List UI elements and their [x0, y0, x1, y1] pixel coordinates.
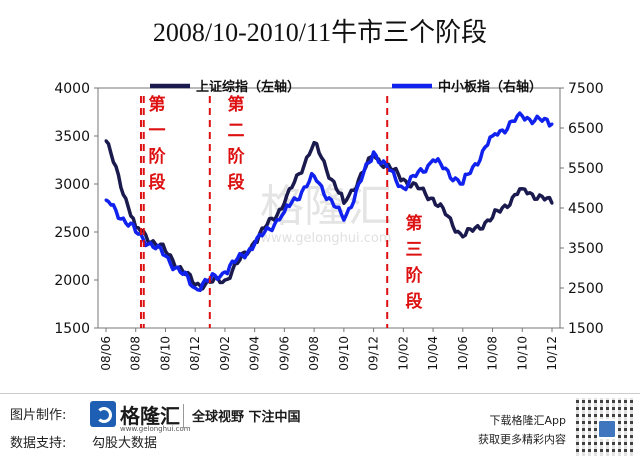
footer: 图片制作: 格隆汇 www.gelonghui.com 全球视野 下注中国 数据…: [0, 393, 640, 460]
right-tick-label: 7500: [568, 81, 604, 97]
left-tick-label: 3000: [54, 177, 90, 193]
right-tick-label: 5500: [568, 161, 604, 177]
phase-1-label: 第: [149, 94, 166, 115]
left-tick-label: 1500: [54, 321, 90, 337]
phase-3-label: 三: [406, 240, 423, 260]
data-source-name: 勾股大数据: [92, 436, 158, 451]
series-1-point: [193, 283, 197, 287]
phase-1-label: 一: [149, 121, 166, 141]
phase-2-label: 阶: [228, 146, 246, 167]
series-line-1: [104, 139, 554, 291]
series-2-point: [431, 158, 435, 162]
x-tick-label: 10/10: [515, 336, 529, 371]
phase-3-label: 阶: [406, 265, 424, 286]
brand-slogan: 全球视野 下注中国: [192, 410, 301, 425]
x-tick-label: 10/12: [545, 336, 559, 371]
watermark-url: www.gelonghui.com: [260, 231, 391, 246]
axes: 1500 2000 2500 3000 3500 4000 1500 2500 3500 4500…: [54, 81, 603, 371]
brand-logo-url: www.gelonghui.com: [120, 425, 191, 433]
x-tick-label: 09/08: [307, 336, 321, 371]
data-source-label: 数据支持:: [10, 436, 67, 451]
title-bar: 2008/10-2010/11牛市三个阶段: [0, 0, 640, 66]
chart-title: 2008/10-2010/11牛市三个阶段: [152, 18, 488, 47]
series-line-2: [105, 111, 554, 293]
series-1-point: [461, 235, 465, 239]
series-1-point: [491, 216, 495, 220]
footer-divider: [183, 404, 184, 428]
series-2-point: [550, 122, 554, 126]
x-tick-label: 08/06: [99, 336, 113, 371]
x-tick-label: 09/06: [277, 336, 291, 371]
series-1-point: [282, 201, 286, 205]
series-1-point: [431, 196, 435, 200]
series-1-point: [401, 177, 405, 181]
series-2-point: [163, 254, 167, 258]
right-tick-label: 2500: [568, 281, 604, 297]
phase-2-label: 第: [228, 94, 245, 115]
series-2-point: [491, 134, 495, 138]
brand-logo-icon[interactable]: [90, 401, 116, 427]
x-tick-label: 08/08: [129, 336, 143, 371]
series-2-point: [312, 174, 316, 178]
series-2-point: [253, 242, 257, 246]
series-layer: [104, 111, 554, 293]
x-tick-label: 09/12: [367, 336, 381, 371]
made-by-label: 图片制作:: [10, 408, 67, 423]
left-tick-label: 4000: [54, 81, 90, 97]
x-tick-label: 09/04: [248, 336, 262, 371]
right-tick-label: 3500: [568, 241, 604, 257]
series-2-point: [401, 186, 405, 190]
x-tick-label: 10/02: [396, 336, 410, 371]
qr-code-icon[interactable]: [576, 398, 634, 456]
series-2-point: [461, 182, 465, 186]
x-tick-label: 10/04: [426, 336, 440, 371]
series-1-point: [342, 201, 346, 205]
x-tick-label: 10/06: [456, 336, 470, 371]
download-app-label[interactable]: 下载格隆汇App: [489, 414, 567, 427]
series-2-point: [223, 270, 227, 274]
brand-logo-text[interactable]: 格隆汇: [120, 404, 180, 428]
series-1-point: [312, 141, 316, 145]
series-2-point: [520, 114, 524, 118]
series-2-point: [104, 198, 108, 202]
series-1-point: [520, 187, 524, 191]
x-tick-label: 09/10: [337, 336, 351, 371]
legend-label-1: 上证综指（左轴）: [196, 79, 300, 95]
phase-3-label: 段: [406, 291, 423, 312]
x-tick-label: 09/02: [218, 336, 232, 371]
phase-1-label: 段: [149, 172, 166, 193]
x-tick-label: 10/08: [486, 336, 500, 371]
line-chart: 格隆汇 www.gelonghui.com 1500 2000 2500 3000 35…: [54, 79, 603, 371]
series-2-point: [193, 286, 197, 290]
left-tick-label: 3500: [54, 129, 90, 145]
series-2-point: [282, 210, 286, 214]
left-tick-label: 2000: [54, 273, 90, 289]
x-tick-label: 08/10: [158, 336, 172, 371]
phase-2-label: 段: [228, 172, 245, 193]
right-tick-label: 6500: [568, 121, 604, 137]
right-tick-label: 4500: [568, 201, 604, 217]
phase-1-label: 阶: [149, 146, 167, 167]
right-tick-label: 1500: [568, 321, 604, 337]
phase-2-label: 二: [228, 121, 245, 141]
series-1-point: [104, 139, 108, 143]
watermark-brand: 格隆汇: [260, 181, 392, 232]
legend-label-2: 中小板指（右轴）: [438, 79, 542, 95]
series-2-point: [372, 150, 376, 154]
legend: 上证综指（左轴） 中小板指（右轴）: [150, 79, 542, 95]
left-tick-label: 2500: [54, 225, 90, 241]
phase-3-label: 第: [406, 213, 423, 234]
series-1-point: [223, 278, 227, 282]
download-app-sub: 获取更多精彩内容: [478, 433, 566, 446]
series-1-point: [163, 249, 167, 253]
x-tick-label: 08/12: [188, 336, 202, 371]
series-1-point: [550, 201, 554, 205]
series-2-point: [134, 230, 138, 234]
watermark: 格隆汇 www.gelonghui.com: [260, 181, 392, 246]
series-2-point: [342, 218, 346, 222]
